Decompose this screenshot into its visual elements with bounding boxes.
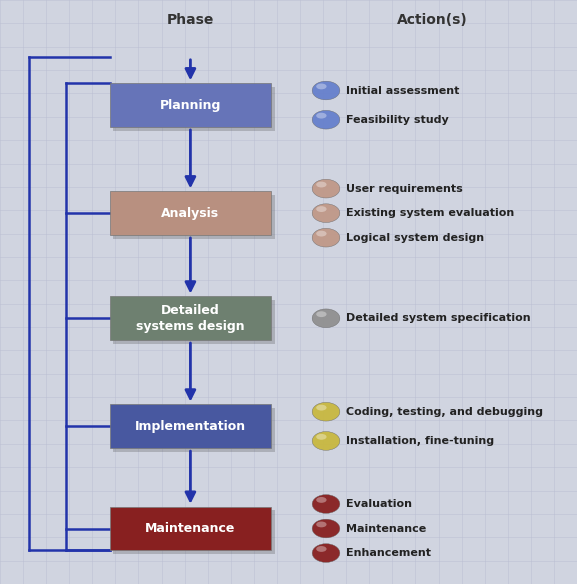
Text: Analysis: Analysis [162, 207, 219, 220]
Text: Planning: Planning [160, 99, 221, 112]
Text: Existing system evaluation: Existing system evaluation [346, 208, 515, 218]
Ellipse shape [316, 231, 327, 237]
Text: Action(s): Action(s) [398, 13, 468, 27]
Ellipse shape [316, 311, 327, 317]
Ellipse shape [316, 113, 327, 119]
Text: Implementation: Implementation [135, 420, 246, 433]
Ellipse shape [312, 544, 340, 562]
Ellipse shape [312, 204, 340, 223]
Ellipse shape [316, 206, 327, 212]
Text: Logical system design: Logical system design [346, 232, 484, 243]
Ellipse shape [312, 228, 340, 247]
FancyBboxPatch shape [110, 297, 271, 340]
FancyBboxPatch shape [113, 195, 275, 238]
Ellipse shape [316, 434, 327, 440]
Ellipse shape [312, 110, 340, 129]
Ellipse shape [312, 309, 340, 328]
FancyBboxPatch shape [110, 192, 271, 235]
FancyBboxPatch shape [113, 300, 275, 343]
Text: Detailed
systems design: Detailed systems design [136, 304, 245, 333]
Text: Coding, testing, and debugging: Coding, testing, and debugging [346, 406, 543, 417]
Ellipse shape [316, 405, 327, 411]
Text: Feasibility study: Feasibility study [346, 114, 449, 125]
Text: User requirements: User requirements [346, 183, 463, 194]
FancyBboxPatch shape [113, 510, 275, 554]
Text: Maintenance: Maintenance [346, 523, 426, 534]
Ellipse shape [316, 182, 327, 187]
Text: Detailed system specification: Detailed system specification [346, 313, 531, 324]
Text: Initial assessment: Initial assessment [346, 85, 459, 96]
Ellipse shape [312, 495, 340, 513]
Text: Phase: Phase [167, 13, 214, 27]
FancyBboxPatch shape [110, 506, 271, 550]
Text: Maintenance: Maintenance [145, 522, 235, 535]
FancyBboxPatch shape [110, 405, 271, 449]
Text: Evaluation: Evaluation [346, 499, 412, 509]
FancyBboxPatch shape [113, 408, 275, 452]
Ellipse shape [312, 432, 340, 450]
Text: Enhancement: Enhancement [346, 548, 431, 558]
Ellipse shape [312, 402, 340, 421]
Ellipse shape [312, 179, 340, 198]
Ellipse shape [316, 522, 327, 527]
Ellipse shape [316, 546, 327, 552]
Ellipse shape [312, 81, 340, 100]
Ellipse shape [312, 519, 340, 538]
FancyBboxPatch shape [113, 87, 275, 131]
Ellipse shape [316, 84, 327, 89]
FancyBboxPatch shape [110, 84, 271, 127]
Text: Installation, fine-tuning: Installation, fine-tuning [346, 436, 494, 446]
Ellipse shape [316, 497, 327, 503]
